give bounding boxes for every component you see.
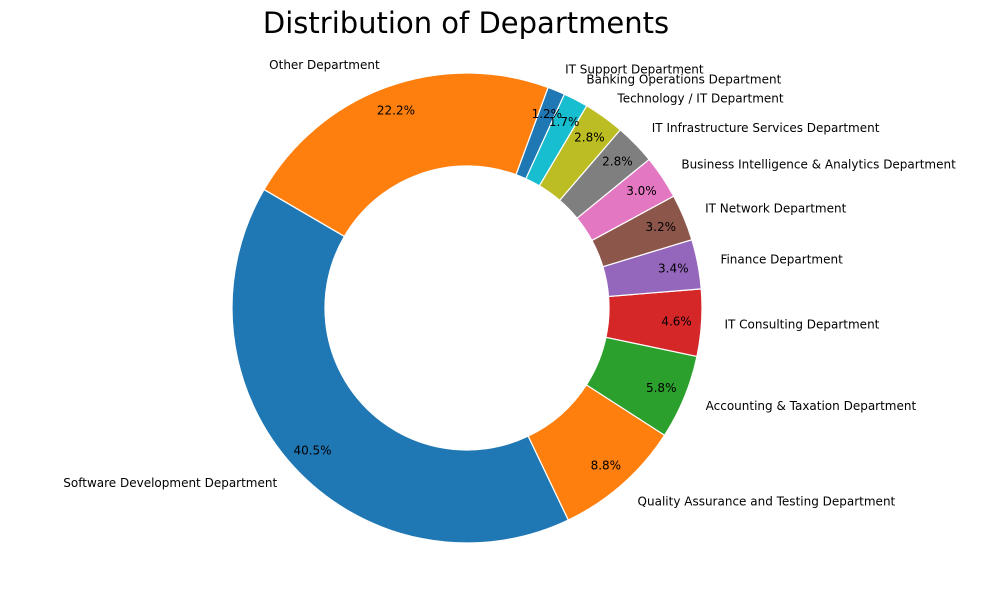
percent-label-it-network-department: 3.2%: [646, 220, 677, 234]
slice-other-department: [263, 72, 549, 238]
percent-label-technology-it-department: 2.8%: [574, 130, 605, 144]
percent-label-finance-department: 3.4%: [658, 262, 689, 276]
slice-label-other-department: Other Department: [269, 58, 380, 72]
slice-labels-layer: IT Support Department Other Department Sof…: [63, 58, 956, 508]
slice-label-technology-it-department: Technology / IT Department: [616, 91, 783, 105]
slice-label-software-development-department: Software Development Department: [63, 476, 277, 490]
slice-label-quality-assurance-and-testing-department: Quality Assurance and Testing Department: [638, 495, 896, 509]
percent-label-accounting-taxation-department: 5.8%: [646, 381, 677, 395]
percent-label-banking-operations-department: 1.7%: [549, 115, 580, 129]
slice-label-it-support-department: IT Support Department: [565, 62, 704, 76]
slice-label-it-consulting-department: IT Consulting Department: [724, 317, 879, 331]
slice-label-it-network-department: IT Network Department: [705, 202, 847, 216]
slice-label-it-infrastructure-services-department: IT Infrastructure Services Department: [652, 121, 880, 135]
slice-label-accounting-taxation-department: Accounting & Taxation Department: [706, 399, 917, 413]
percent-label-it-consulting-department: 4.6%: [661, 314, 692, 328]
percent-label-software-development-department: 40.5%: [293, 443, 331, 457]
percent-label-it-support-department: 1.2%: [532, 107, 563, 121]
percent-label-business-intelligence-analytics-department: 3.0%: [626, 184, 657, 198]
slices-layer: [231, 72, 703, 544]
percent-label-other-department: 22.2%: [377, 103, 415, 117]
slice-banking-operations-department: [525, 93, 588, 187]
chart-title: Distribution of Departments: [263, 6, 669, 40]
percent-labels-layer: 1.2% 22.2% 40.5% 8.8% 5.8% 4.6% 3.4% 3.2% 3.0% 2.…: [293, 103, 691, 472]
percent-label-it-infrastructure-services-department: 2.8%: [602, 154, 633, 168]
slice-label-banking-operations-department: Banking Operations Department: [586, 72, 781, 86]
slice-label-business-intelligence-analytics-department: Business Intelligence & Analytics Depart…: [681, 157, 956, 171]
percent-label-quality-assurance-and-testing-department: 8.8%: [591, 459, 622, 473]
slice-software-development-department: [231, 188, 570, 544]
slice-label-finance-department: Finance Department: [720, 253, 843, 267]
